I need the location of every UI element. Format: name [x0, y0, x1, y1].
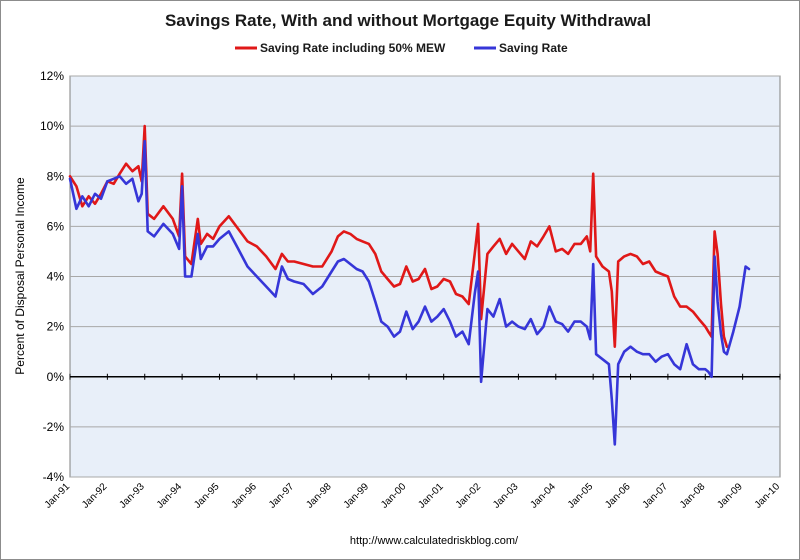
- x-tick-label-14: Jan-05: [566, 481, 596, 511]
- x-tick-label-7: Jan-98: [304, 481, 334, 511]
- plot-area: -4% -2% 0% 2% 4% 6% 8% 10% 12% Jan-91 Jan-92 Jan-93…: [40, 69, 782, 511]
- y-tick-label-2: 0%: [47, 370, 65, 384]
- x-tick-label-2: Jan-93: [117, 481, 147, 511]
- y-axis-label: Percent of Disposal Personal Income: [13, 177, 27, 375]
- y-tick-label-3: 2%: [47, 320, 65, 334]
- legend-label-mew: Saving Rate including 50% MEW: [260, 41, 446, 55]
- y-tick-label-7: 10%: [40, 119, 64, 133]
- y-tick-label-0: -4%: [43, 470, 65, 484]
- x-tick-label-3: Jan-94: [155, 481, 185, 511]
- legend-label-saving-rate: Saving Rate: [499, 41, 568, 55]
- x-tick-label-12: Jan-03: [491, 481, 521, 511]
- chart-title: Savings Rate, With and without Mortgage …: [165, 11, 651, 30]
- x-tick-label-6: Jan-97: [267, 481, 297, 511]
- x-tick-label-9: Jan-00: [379, 481, 409, 511]
- x-tick-label-13: Jan-04: [529, 481, 559, 511]
- x-tick-label-10: Jan-01: [416, 481, 446, 511]
- y-tick-label-5: 6%: [47, 219, 65, 233]
- x-tick-label-17: Jan-08: [678, 481, 708, 511]
- x-tick-label-15: Jan-06: [603, 481, 633, 511]
- x-tick-label-4: Jan-95: [192, 481, 222, 511]
- x-tick-label-11: Jan-02: [454, 481, 484, 511]
- source-url: http://www.calculatedriskblog.com/: [350, 535, 519, 547]
- x-tick-label-8: Jan-99: [342, 481, 372, 511]
- series-line-saving-rate: [68, 139, 751, 446]
- x-tick-label-0: Jan-91: [43, 481, 73, 511]
- x-tick-label-18: Jan-09: [715, 481, 745, 511]
- x-tick-label-1: Jan-92: [80, 481, 110, 511]
- y-tick-label-1: -2%: [43, 420, 65, 434]
- x-tick-label-16: Jan-07: [641, 481, 671, 511]
- legend: Saving Rate including 50% MEW Saving Rat…: [235, 41, 568, 55]
- y-tick-label-6: 8%: [47, 169, 65, 183]
- y-tick-label-8: 12%: [40, 69, 64, 83]
- x-tick-label-5: Jan-96: [230, 481, 260, 511]
- x-tick-label-19: Jan-10: [753, 481, 783, 511]
- y-tick-label-4: 4%: [47, 270, 65, 284]
